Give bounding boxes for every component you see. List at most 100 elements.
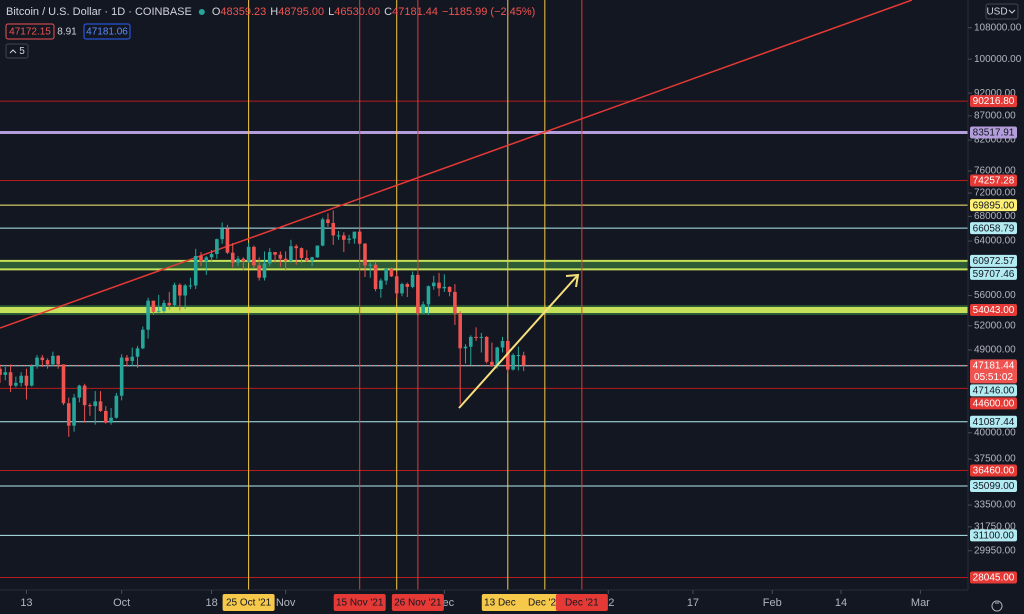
price-badge bbox=[970, 464, 1017, 477]
price-badge-label: 66058.79 bbox=[973, 223, 1015, 234]
candle-body bbox=[368, 264, 373, 266]
quote-value: 48359.23 bbox=[220, 6, 266, 18]
candle-body bbox=[384, 268, 388, 281]
x-tick-label: 13 bbox=[20, 597, 32, 609]
x-tick-label: Mar bbox=[911, 597, 930, 609]
candle-body bbox=[357, 231, 362, 244]
candle-body bbox=[141, 329, 145, 349]
candle-body bbox=[114, 395, 119, 418]
price-badge-label: 28045.00 bbox=[973, 573, 1015, 584]
candle-body bbox=[3, 372, 8, 375]
price-badge bbox=[970, 267, 1017, 280]
price-badge bbox=[970, 529, 1017, 542]
candle-body bbox=[103, 410, 108, 423]
candle-body bbox=[521, 355, 526, 366]
price-badge bbox=[970, 415, 1017, 428]
price-badge bbox=[970, 384, 1017, 397]
candle-body bbox=[220, 228, 224, 240]
candle-body bbox=[193, 256, 198, 286]
price-zone bbox=[0, 260, 968, 270]
plot-area bbox=[0, 0, 968, 590]
date-badge bbox=[222, 594, 275, 611]
candle-body bbox=[93, 401, 98, 407]
symbol-title: Bitcoin / U.S. Dollar · 1D · COINBASE bbox=[6, 6, 192, 18]
settings-icon[interactable] bbox=[991, 600, 1003, 612]
candle-body bbox=[416, 274, 420, 314]
candle-body bbox=[14, 382, 18, 386]
candle-body bbox=[400, 284, 404, 294]
candle-body bbox=[342, 235, 346, 240]
price-badge bbox=[970, 174, 1017, 187]
candle-body bbox=[458, 313, 462, 349]
price-badge bbox=[970, 254, 1017, 267]
candle-body bbox=[468, 336, 473, 347]
y-tick-label: 49000.00 bbox=[974, 345, 1016, 356]
candle-body bbox=[262, 263, 267, 278]
interval-box[interactable] bbox=[5, 43, 29, 59]
y-tick-label: 33500.00 bbox=[974, 500, 1016, 511]
candle-body bbox=[252, 246, 256, 266]
y-tick-label: 40000.00 bbox=[974, 427, 1016, 438]
interval-chevron bbox=[9, 49, 17, 54]
candle-body bbox=[29, 366, 34, 386]
candle-body bbox=[183, 285, 187, 296]
currency: USD bbox=[986, 7, 1007, 18]
price-badge-label: 69895.00 bbox=[973, 200, 1015, 211]
y-tick-label: 37500.00 bbox=[974, 454, 1016, 465]
candle-body bbox=[172, 284, 177, 306]
candle-body bbox=[151, 300, 156, 312]
date-badge-label: Dec '21 bbox=[528, 598, 562, 609]
candle-body bbox=[188, 285, 193, 287]
date-badge bbox=[391, 594, 444, 611]
y-tick-label: 56000.00 bbox=[974, 290, 1016, 301]
y-tick-label: 31750.00 bbox=[974, 522, 1016, 533]
candle-body bbox=[363, 243, 367, 266]
quote-key: L bbox=[328, 6, 334, 18]
candle-body bbox=[442, 286, 447, 289]
candle-body bbox=[516, 355, 521, 357]
price-badge bbox=[970, 571, 1017, 584]
candle-body bbox=[479, 336, 484, 338]
candle-body bbox=[304, 258, 309, 261]
candle-body bbox=[310, 257, 314, 261]
candle-body bbox=[82, 385, 87, 406]
candle-body bbox=[373, 264, 378, 290]
ask-box[interactable] bbox=[83, 23, 131, 40]
bid: 47172.15 bbox=[9, 27, 51, 38]
bid-box[interactable] bbox=[5, 23, 55, 40]
trend-line bbox=[0, 0, 913, 329]
price-badge-label: 44600.00 bbox=[973, 399, 1015, 410]
currency-box[interactable] bbox=[985, 3, 1019, 20]
candle-body bbox=[241, 258, 246, 262]
candle-body bbox=[352, 231, 357, 239]
candle-body bbox=[109, 417, 113, 423]
candle-body bbox=[61, 364, 66, 404]
price-badge-label: 90216.80 bbox=[973, 96, 1015, 107]
quote-key: O bbox=[212, 6, 221, 18]
candle-body bbox=[88, 405, 92, 407]
candle-body bbox=[511, 355, 515, 370]
candle-body bbox=[289, 246, 293, 261]
candle-body bbox=[294, 246, 299, 249]
price-badge-label: 47146.00 bbox=[973, 386, 1015, 397]
candle-body bbox=[379, 280, 383, 290]
candle-body bbox=[394, 276, 399, 294]
candle-body bbox=[257, 265, 261, 278]
candle-body bbox=[66, 403, 71, 426]
candle-body bbox=[315, 245, 320, 258]
candle-body bbox=[72, 397, 76, 426]
price-badge-label: 74257.28 bbox=[973, 176, 1015, 187]
y-tick-label: 72000.00 bbox=[974, 188, 1016, 199]
y-tick-label: 64000.00 bbox=[974, 236, 1016, 247]
candle-body bbox=[119, 357, 124, 396]
price-badge-label: 41087.44 bbox=[973, 417, 1015, 428]
candle-body bbox=[437, 282, 441, 289]
price-badge-label: 36460.00 bbox=[973, 466, 1015, 477]
price-badge-label: 35099.00 bbox=[973, 481, 1015, 492]
candle-body bbox=[51, 355, 55, 365]
candle-body bbox=[500, 340, 505, 348]
candle-body bbox=[225, 228, 230, 253]
date-badge-label: 13 Dec '21 bbox=[484, 598, 532, 609]
candle-body bbox=[204, 257, 209, 262]
candle-body bbox=[283, 258, 288, 261]
